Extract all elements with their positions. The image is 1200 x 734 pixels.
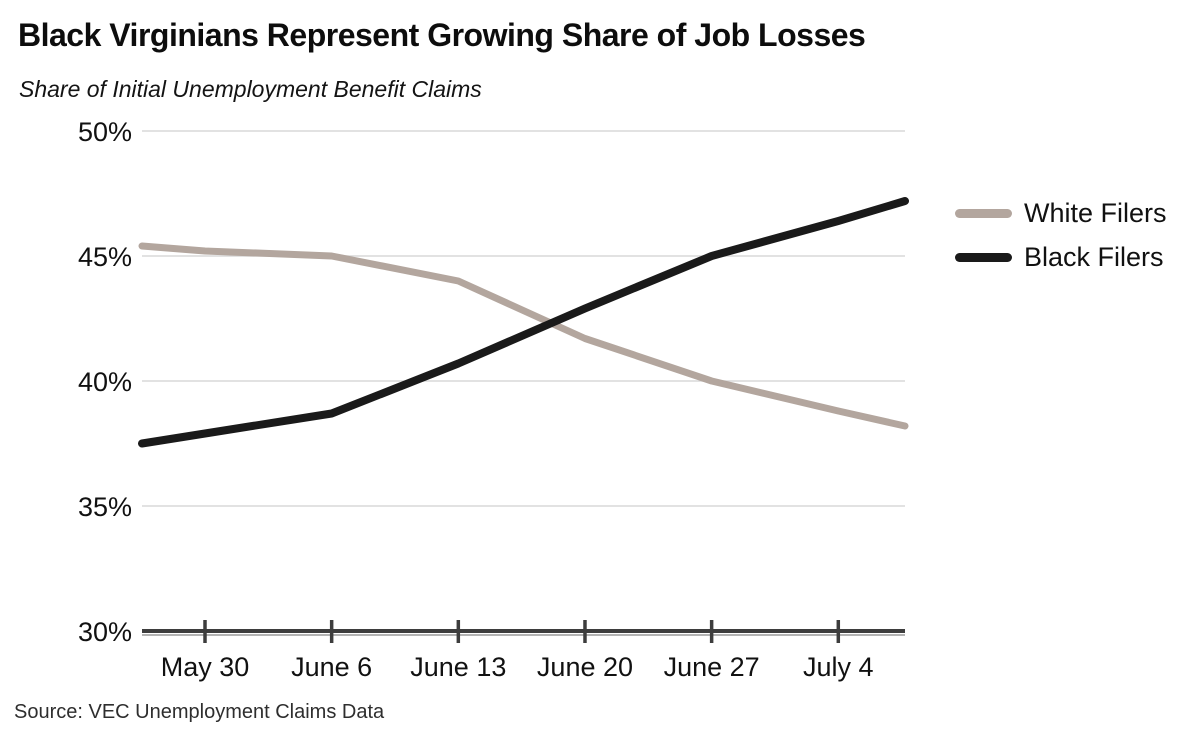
legend-label-white-filers: White Filers xyxy=(1024,197,1167,228)
y-axis-tick-label: 50% xyxy=(78,117,132,147)
legend-label-black-filers: Black Filers xyxy=(1024,241,1164,272)
black-filers-swatch-icon xyxy=(955,252,1012,262)
legend: White Filers Black Filers xyxy=(955,198,1167,272)
y-axis-tick-label: 45% xyxy=(78,242,132,272)
chart-title: Black Virginians Represent Growing Share… xyxy=(18,17,866,53)
chart-subtitle: Share of Initial Unemployment Benefit Cl… xyxy=(19,76,482,102)
y-axis-tick-label: 40% xyxy=(78,367,132,397)
legend-item-black-filers: Black Filers xyxy=(955,242,1167,272)
x-axis-tick-label: June 20 xyxy=(537,652,633,682)
x-axis-tick-label: July 4 xyxy=(803,652,874,682)
y-axis-tick-label: 35% xyxy=(78,492,132,522)
series-line-black-filers xyxy=(138,197,909,448)
legend-item-white-filers: White Filers xyxy=(955,198,1167,228)
x-axis-tick-label: June 13 xyxy=(410,652,506,682)
source-note: Source: VEC Unemployment Claims Data xyxy=(14,701,385,723)
y-axis-tick-label: 30% xyxy=(78,617,132,647)
x-axis-tick-label: June 6 xyxy=(291,652,372,682)
x-axis-tick-label: May 30 xyxy=(161,652,250,682)
x-axis-tick-label: June 27 xyxy=(664,652,760,682)
white-filers-swatch-icon xyxy=(955,208,1012,218)
series-line-white-filers xyxy=(138,242,909,430)
